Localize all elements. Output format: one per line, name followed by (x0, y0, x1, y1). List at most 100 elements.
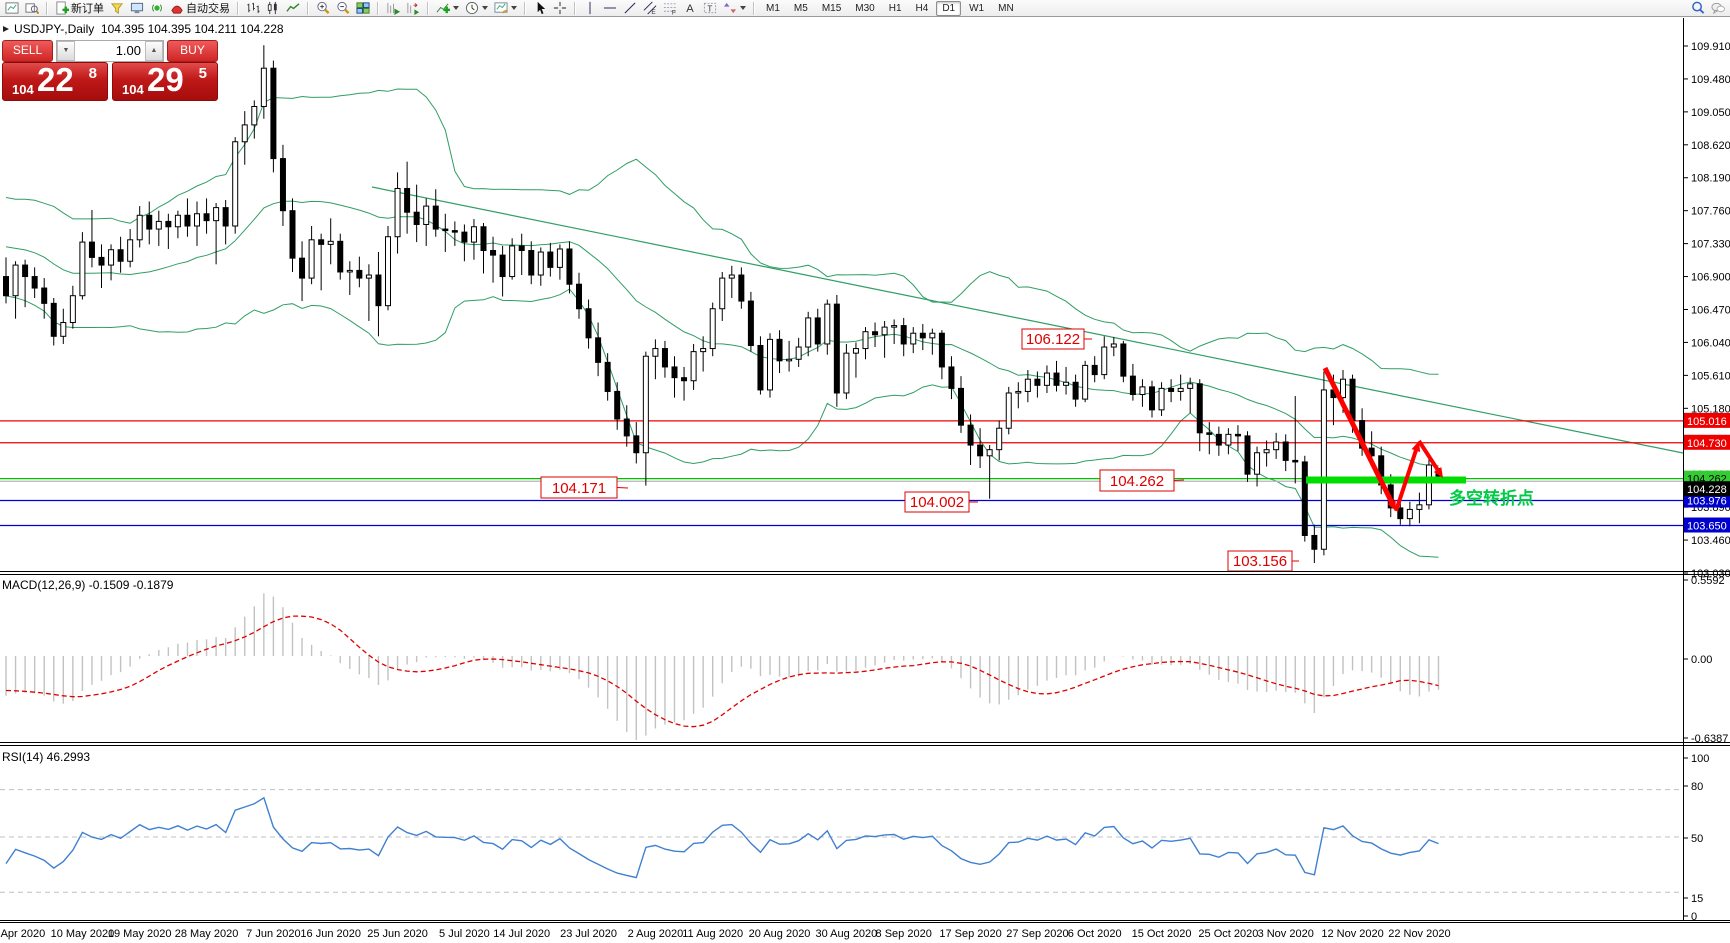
volume-increase-button[interactable]: ▲ (145, 40, 163, 61)
toolbar-button-chart-shift[interactable] (403, 0, 423, 17)
toolbar-button-metaeditor[interactable] (127, 0, 147, 17)
new-order-icon (56, 1, 69, 15)
volume-decrease-button[interactable]: ▼ (57, 40, 75, 61)
price-axis[interactable]: 109.910 109.480 109.050 108.620 108.190 107.7… (1683, 18, 1730, 920)
zoom-out-icon (337, 1, 350, 14)
date-tick-label: 25 Jun 2020 (367, 928, 428, 940)
toolbar-button-search[interactable] (1688, 0, 1708, 17)
chevron-down-icon[interactable] (740, 6, 746, 10)
timeframe-button-m30[interactable]: M30 (855, 2, 875, 14)
toolbar-button-autotrading[interactable]: 自动交易 (167, 0, 233, 17)
toolbar-button-periods[interactable] (462, 0, 491, 17)
toolbar-button-expert-advisors[interactable] (107, 0, 127, 17)
price-tick-label: 107.330 (1691, 239, 1730, 251)
sell-price-big: 22 (37, 61, 74, 98)
timeframe-button-m5[interactable]: M5 (793, 2, 808, 14)
price-tick-label: 103.460 (1691, 535, 1730, 547)
buy-button[interactable]: BUY (167, 39, 218, 62)
sell-button[interactable]: SELL (2, 39, 53, 62)
descending-trendline[interactable] (371, 186, 1683, 454)
axis-label-bid: 104.228 (1684, 481, 1730, 497)
toolbar-button-bar-chart[interactable] (243, 0, 263, 17)
callout-box[interactable] (1099, 469, 1175, 492)
toolbar-button-trendline[interactable] (620, 0, 640, 17)
toolbar-button-templates[interactable] (491, 0, 520, 17)
svg-text:104.002: 104.002 (910, 494, 964, 511)
timeframe-button-m1[interactable]: M1 (766, 2, 780, 14)
date-tick-label: 7 Jun 2020 (246, 928, 300, 940)
svg-text:E: E (651, 9, 656, 15)
callout-box[interactable] (540, 476, 618, 499)
toolbar-button-text[interactable]: A (680, 0, 700, 17)
toolbar-button-hline[interactable] (600, 0, 620, 17)
axis-label-103.650: 103.650 (1684, 517, 1730, 533)
one-click-trading-panel: SELL ▼ ▲ BUY 104 22 8 104 29 5 (2, 39, 218, 101)
sell-price-prefix: 104 (12, 82, 34, 97)
timeframe-button-mn[interactable]: MN (998, 2, 1014, 14)
buy-price-panel[interactable]: 104 29 5 (112, 61, 218, 101)
toolbar-button-crosshair[interactable] (550, 0, 570, 17)
chart-area[interactable]: 106.122 104.171 104.002 104.262 103.156 多空转折点… (0, 17, 1730, 943)
date-tick-label: 10 May 2020 (51, 928, 115, 940)
price-callouts[interactable]: 106.122 104.171 104.002 104.262 103.156 (540, 328, 1299, 572)
chevron-down-icon[interactable] (511, 6, 517, 10)
timeframe-button-h1[interactable]: H1 (888, 2, 902, 14)
rsi-axis-label: 100 (1691, 753, 1709, 765)
toolbar-button-vline[interactable] (580, 0, 600, 17)
forecast-arrows[interactable] (1322, 366, 1443, 512)
svg-text:105.016: 105.016 (1687, 416, 1727, 428)
timeframe-button-d1[interactable]: D1 (936, 0, 962, 16)
toolbar-separator (753, 1, 755, 15)
volume-input[interactable] (75, 41, 145, 60)
sell-price-panel[interactable]: 104 22 8 (2, 61, 108, 101)
toolbar-button-new-chart[interactable] (2, 0, 22, 17)
rsi-indicator (0, 789, 1683, 893)
toolbar-button-line-chart[interactable] (283, 0, 303, 17)
toolbar-separator (574, 1, 576, 15)
svg-text:106.122: 106.122 (1026, 331, 1080, 348)
toolbar-button-label[interactable]: T (700, 0, 720, 17)
vline-icon (589, 1, 591, 15)
annotation-note[interactable]: 多空转折点 (1449, 488, 1534, 508)
price-tick-label: 105.610 (1691, 370, 1730, 382)
axis-label-104.730: 104.730 (1684, 434, 1730, 450)
toolbar-button-fibonacci[interactable]: F (660, 0, 680, 17)
timeframe-button-h4[interactable]: H4 (915, 2, 929, 14)
toolbar-button-zoom-out[interactable] (333, 0, 353, 17)
macd-indicator (5, 593, 1440, 740)
callout-box[interactable] (1021, 328, 1085, 350)
text-icon: A (686, 3, 694, 15)
hline-icon (603, 7, 617, 9)
toolbar-button-cursor[interactable] (530, 0, 550, 17)
macd-axis-label: 0.00 (1691, 654, 1712, 666)
price-tick-label: 108.620 (1691, 140, 1730, 152)
profiles-icon (25, 3, 39, 15)
toolbar-button-shapes[interactable] (720, 0, 749, 17)
toolbar-button-profiles[interactable] (22, 0, 42, 17)
toolbar-button-community[interactable] (1708, 0, 1728, 17)
chevron-down-icon[interactable] (482, 6, 488, 10)
periods-icon (465, 1, 479, 15)
toolbar-button-tile-windows[interactable] (353, 0, 373, 17)
toolbar-separator (377, 1, 379, 15)
svg-text:103.976: 103.976 (1687, 496, 1727, 508)
timeframe-button-w1[interactable]: W1 (969, 2, 985, 14)
toolbar-button-candlestick-chart[interactable] (263, 0, 283, 17)
zoom-in-icon (317, 1, 330, 14)
support-zone-bar[interactable] (1306, 476, 1466, 484)
toolbar-button-signals[interactable] (147, 0, 167, 17)
toolbar-button-zoom-in[interactable] (313, 0, 333, 17)
toolbar-button-auto-scroll[interactable] (383, 0, 403, 17)
toolbar-button-channel[interactable]: E (640, 0, 660, 17)
toolbar-button-indicators[interactable] (433, 0, 462, 17)
fibonacci-icon: F (663, 3, 677, 15)
buy-price-prefix: 104 (122, 82, 144, 97)
svg-text:104.171: 104.171 (552, 480, 606, 497)
chart-marker-icon (3, 26, 9, 32)
timeframe-button-m15[interactable]: M15 (821, 2, 842, 14)
callout-box[interactable] (904, 491, 970, 513)
chevron-down-icon[interactable] (453, 6, 459, 10)
date-tick-label: 12 Nov 2020 (1321, 928, 1383, 940)
toolbar-button-new-order[interactable]: 新订单 (52, 0, 107, 17)
